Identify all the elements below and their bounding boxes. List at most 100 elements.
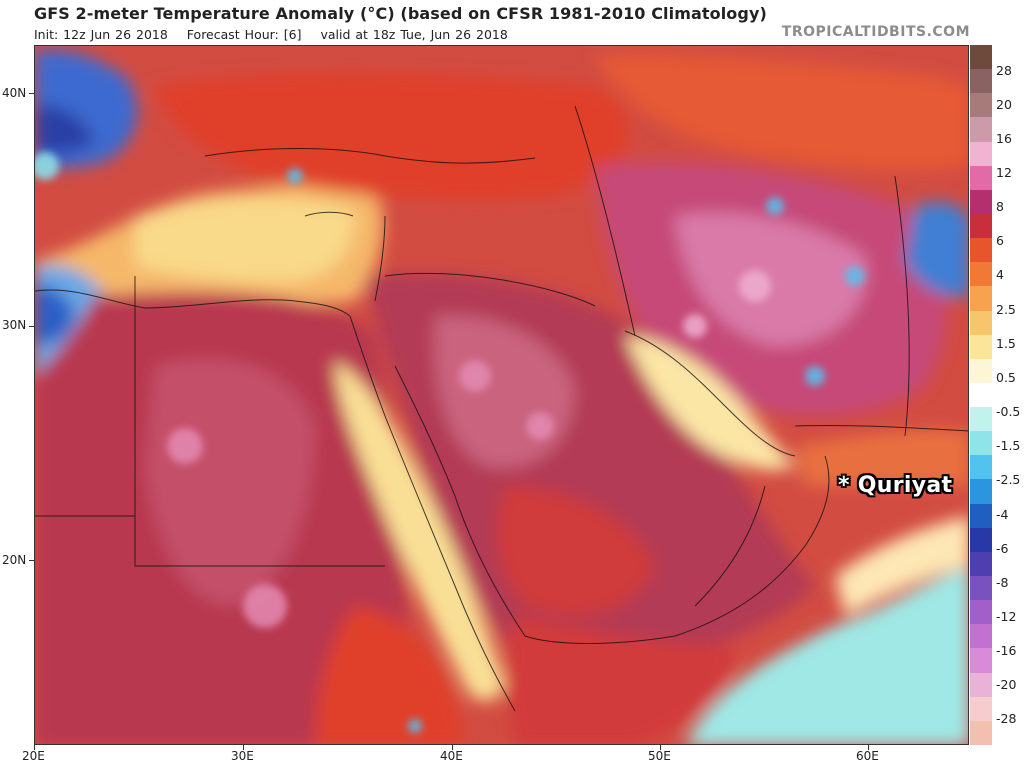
lon-label-30e: 30E — [231, 749, 254, 763]
eritrea-warm-region — [315, 606, 465, 744]
cool-spot — [805, 366, 825, 386]
legend-swatch — [970, 600, 992, 625]
iraq-border — [384, 272, 596, 307]
iran-iraq-border — [574, 105, 636, 337]
north-africa-coast — [35, 289, 351, 317]
lat-tick — [29, 560, 34, 561]
legend-label: 20 — [996, 97, 1012, 112]
legend-swatch — [970, 310, 992, 336]
red-sea-west-coast — [349, 315, 516, 712]
legend-swatch — [970, 624, 992, 649]
legend-label: -2.5 — [996, 472, 1021, 487]
lat-tick — [29, 326, 34, 327]
legend-swatch — [970, 527, 992, 553]
lat-label-20n: 20N — [2, 553, 27, 567]
lon-label-40e: 40E — [440, 749, 463, 763]
legend-swatch — [970, 479, 992, 505]
forecast-hour: Forecast Hour: [6] — [186, 27, 302, 42]
legend-label: 28 — [996, 63, 1012, 78]
legend-swatch — [970, 117, 992, 143]
map-title: GFS 2-meter Temperature Anomaly (°C) (ba… — [34, 4, 767, 23]
gulf-of-oman-warm — [795, 429, 968, 487]
legend-label: -28 — [996, 711, 1017, 726]
levant-coast — [374, 215, 386, 302]
persian-gulf-neutral — [625, 336, 795, 470]
caspian-warm-region — [595, 54, 968, 170]
legend-swatch — [970, 672, 992, 698]
turkey-warm-region — [155, 72, 630, 200]
legend-swatch — [970, 358, 992, 384]
legend-swatch — [970, 503, 992, 529]
brand-watermark: TROPICALTIDBITS.COM — [781, 24, 970, 40]
cool-spot — [766, 197, 784, 215]
cool-spot — [845, 266, 865, 286]
legend-swatch — [970, 189, 992, 215]
legend-swatch — [970, 576, 992, 601]
cyprus-outline — [304, 211, 354, 217]
lon-label-50e: 50E — [648, 749, 671, 763]
legend-label: -16 — [996, 643, 1017, 658]
legend-label: -20 — [996, 677, 1017, 692]
legend-swatch — [970, 455, 992, 480]
cool-spot — [287, 168, 303, 184]
legend-swatch — [970, 431, 992, 456]
oman-border — [694, 485, 766, 607]
yemen-warm-region — [507, 616, 735, 744]
legend-label: -0.5 — [996, 404, 1021, 419]
map-subtitle: Init: 12z Jun 26 2018 Forecast Hour: [6]… — [34, 27, 522, 42]
hot-spot — [739, 270, 771, 302]
legend-label: -12 — [996, 609, 1017, 624]
hot-spot — [526, 412, 554, 440]
legend-swatch — [970, 165, 992, 191]
lon-tick — [34, 745, 35, 750]
libya-cold-core — [35, 285, 75, 345]
lat-label-30n: 30N — [2, 318, 27, 332]
egypt-hot-core — [145, 358, 315, 606]
legend-swatch — [970, 45, 992, 70]
lon-label-20e: 20E — [22, 749, 45, 763]
hot-spot — [243, 584, 287, 628]
lat-label-40n: 40N — [2, 86, 27, 100]
legend-swatch — [970, 286, 992, 311]
turkey-south-coast — [204, 148, 536, 164]
legend-swatch — [970, 334, 992, 360]
persian-gulf-coast — [624, 330, 796, 457]
legend-label: 16 — [996, 131, 1012, 146]
anomaly-map[interactable] — [34, 45, 969, 745]
lon-tick — [243, 745, 244, 750]
lon-tick — [660, 745, 661, 750]
legend-label: -1.5 — [996, 438, 1021, 453]
init-time: Init: 12z Jun 26 2018 — [34, 27, 168, 42]
legend-swatch — [970, 551, 992, 577]
legend-label: 8 — [996, 199, 1004, 214]
lon-tick — [452, 745, 453, 750]
legend-label: 2.5 — [996, 302, 1016, 317]
legend-label: -4 — [996, 507, 1009, 522]
eastern-med-neutral — [135, 198, 355, 282]
legend-label: -8 — [996, 575, 1009, 590]
legend-swatch — [970, 238, 992, 263]
legend-label: 1.5 — [996, 336, 1016, 351]
iran-south-coast — [794, 424, 968, 432]
hot-spot — [683, 314, 707, 338]
legend-label: -6 — [996, 541, 1009, 556]
rub-al-khali-region — [496, 486, 655, 616]
cool-spot — [408, 719, 422, 733]
arabia-coast — [394, 365, 830, 644]
lon-tick — [868, 745, 869, 750]
lat-tick — [29, 93, 34, 94]
legend-swatch — [970, 648, 992, 674]
legend-label: 12 — [996, 165, 1012, 180]
iran-afghan-border — [894, 175, 910, 437]
location-label-quriyat: * Quriyat — [838, 473, 953, 498]
legend-swatch — [970, 720, 992, 746]
legend-label: 0.5 — [996, 370, 1016, 385]
legend-swatch — [970, 69, 992, 94]
legend-swatch — [970, 407, 992, 432]
arabian-sea-cool — [686, 566, 968, 744]
legend-swatch — [970, 696, 992, 722]
legend-label: 6 — [996, 233, 1004, 248]
hot-spot — [459, 360, 491, 392]
arabian-sea-neutral-band — [835, 516, 968, 616]
color-legend: 28 20 16 12 8 6 4 2.5 1.5 0.5 -0.5 -1.5 -2.5 -4 -6 -8 -1… — [970, 45, 1024, 746]
